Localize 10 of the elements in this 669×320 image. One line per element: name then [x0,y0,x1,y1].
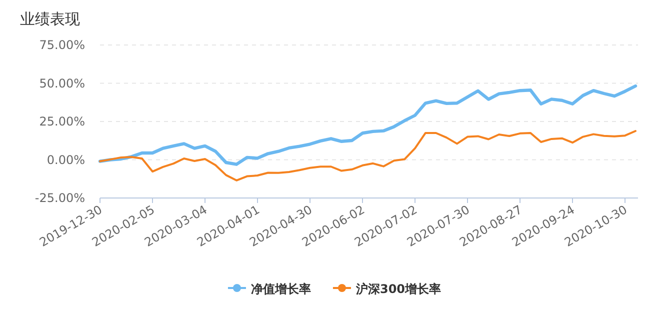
y-tick-label: 0.00% [46,152,85,167]
legend-label: 净值增长率 [250,282,311,296]
line-series [99,130,636,182]
line-series [98,84,638,166]
y-tick-label: 50.00% [39,76,85,90]
y-tick-label: -25.00% [34,191,85,205]
y-tick-label: 25.00% [39,114,85,128]
title: 业绩表现 [20,10,80,28]
legend-label: 沪深300增长率 [354,282,442,296]
y-tick-label: 75.00% [39,38,85,52]
